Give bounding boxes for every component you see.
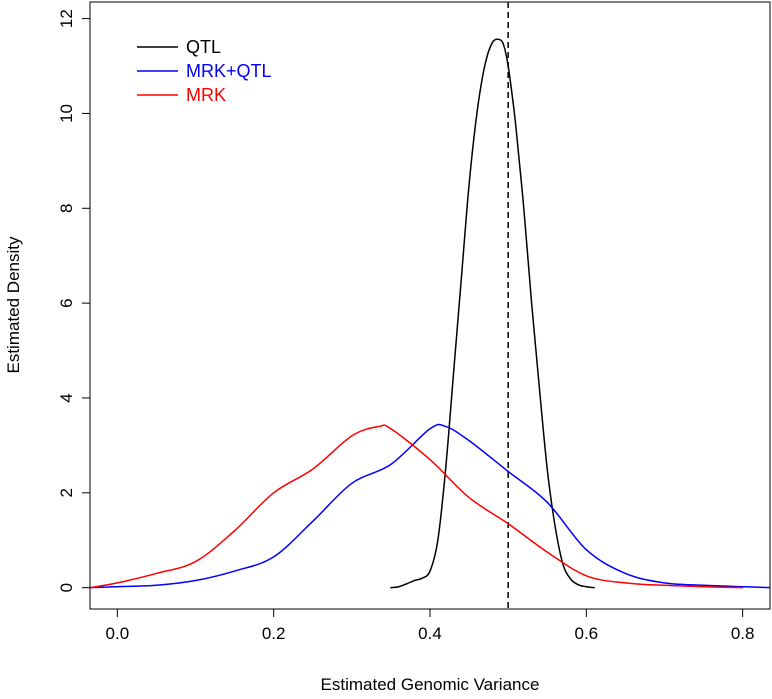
series-layer (89, 38, 771, 589)
x-axis: 0.0 0.2 0.4 0.6 0.8 (106, 608, 755, 643)
x-tick-label: 0.4 (418, 624, 442, 643)
series-line-qtl (390, 38, 595, 589)
y-axis: 0 2 4 6 8 10 12 (57, 9, 91, 592)
y-tick-label: 2 (57, 488, 76, 497)
y-tick-label: 4 (57, 393, 76, 402)
legend: QTL MRK+QTL MRK (137, 37, 272, 105)
y-tick-label: 0 (57, 583, 76, 592)
x-tick-label: 0.6 (575, 624, 599, 643)
series-line-mrk-qtl (89, 423, 771, 589)
y-tick-label: 12 (57, 9, 76, 28)
legend-label: MRK (186, 85, 226, 105)
x-axis-title: Estimated Genomic Variance (321, 675, 540, 694)
series-line-mrk (89, 424, 744, 589)
y-tick-label: 6 (57, 298, 76, 307)
x-tick-label: 0.0 (106, 624, 130, 643)
x-tick-label: 0.2 (262, 624, 286, 643)
x-tick-label: 0.8 (731, 624, 755, 643)
legend-label: MRK+QTL (186, 61, 272, 81)
legend-label: QTL (186, 37, 221, 57)
y-axis-title: Estimated Density (4, 236, 23, 373)
y-tick-label: 10 (57, 104, 76, 123)
y-tick-label: 8 (57, 204, 76, 213)
